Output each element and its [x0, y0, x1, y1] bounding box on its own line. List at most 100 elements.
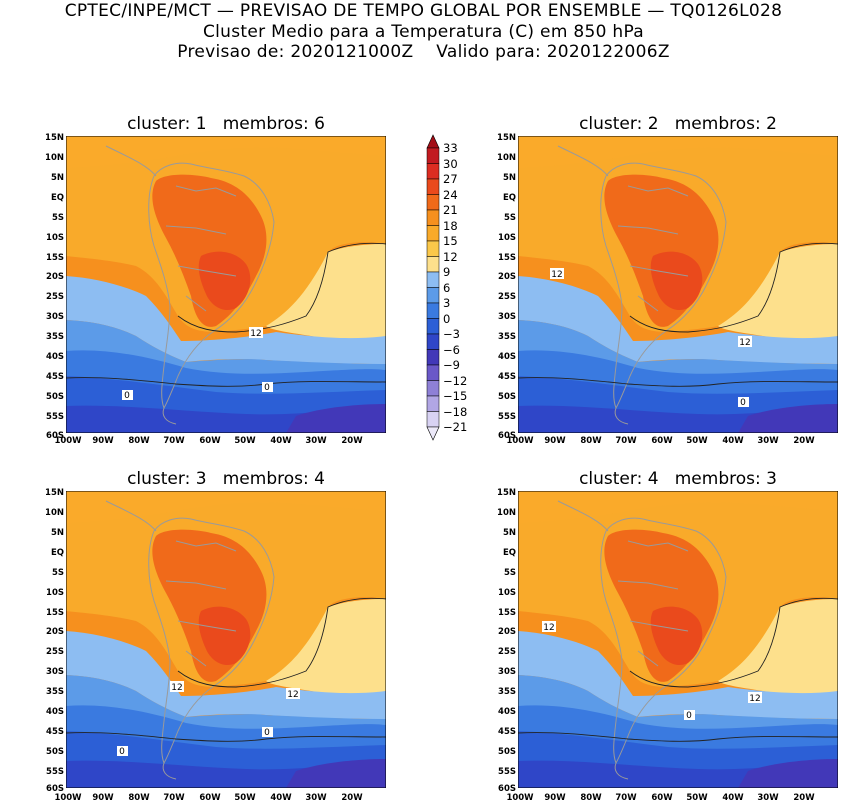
lon-label: 30W — [757, 793, 779, 803]
lat-label: 40S — [498, 707, 516, 717]
lat-label: 20S — [498, 627, 516, 637]
lat-label: 5N — [50, 173, 64, 183]
colorbar-swatch — [426, 209, 440, 226]
lon-label: 90W — [544, 436, 566, 446]
panel-title: cluster: 4 membros: 3 — [579, 469, 777, 489]
lon-label: 20W — [793, 436, 815, 446]
lat-label: 55S — [46, 767, 64, 777]
lon-label: 20W — [341, 793, 363, 803]
contour-label: 12 — [551, 270, 562, 280]
lat-label: 20S — [46, 627, 64, 637]
lon-label: 80W — [580, 793, 602, 803]
lat-label: 45S — [46, 727, 64, 737]
panel-cluster-4: cluster: 4 membros: 3 12 12 0 15N 10N 5N… — [494, 469, 847, 803]
lat-label: 35S — [498, 332, 516, 342]
lon-label: 80W — [580, 436, 602, 446]
colorbar-label: 33 — [443, 141, 458, 155]
lon-label: 70W — [163, 436, 185, 446]
contour-label: 0 — [124, 391, 130, 401]
temperature-map: 12 12 0 — [518, 136, 838, 433]
panel-cluster-1: cluster: 1 membros: 6 12 0 0 15N 10N 5N … — [44, 114, 404, 446]
lat-label: 40S — [46, 707, 64, 717]
colorbar-swatch — [426, 225, 440, 242]
lon-label: 100W — [54, 793, 82, 803]
colorbar-label: 15 — [443, 234, 458, 248]
lat-label: 45S — [46, 372, 64, 382]
colorbar-label: 18 — [443, 219, 458, 233]
lat-label: 10N — [45, 508, 64, 518]
colorbar-swatch — [426, 271, 440, 288]
lat-label: 15N — [45, 133, 64, 143]
lat-label: 30S — [46, 667, 64, 677]
colorbar-swatch — [426, 411, 440, 428]
lat-label: 20S — [46, 272, 64, 282]
colorbar-max-arrow — [426, 134, 440, 149]
header-line-2: Cluster Medio para a Temperatura (C) em … — [202, 22, 645, 42]
lon-label: 70W — [163, 793, 185, 803]
lat-label: 20S — [498, 272, 516, 282]
panel-title: cluster: 1 membros: 6 — [127, 114, 325, 134]
colorbar-label: −3 — [443, 327, 460, 341]
lat-label: 35S — [46, 332, 64, 342]
lon-label: 100W — [506, 793, 534, 803]
colorbar-label: 6 — [443, 281, 451, 295]
lon-label: 60W — [199, 793, 221, 803]
lon-label: 40W — [722, 793, 744, 803]
lat-label: 35S — [46, 687, 64, 697]
colorbar-min-arrow — [426, 426, 440, 441]
lat-label: 45S — [498, 727, 516, 737]
colorbar: 33 30 27 24 21 18 15 12 9 6 3 0 −3 −6 −9… — [425, 134, 475, 444]
lat-label: 5S — [503, 213, 516, 223]
contour-label: 0 — [740, 398, 746, 408]
lon-label: 30W — [305, 793, 327, 803]
colorbar-label: 3 — [443, 296, 451, 310]
lon-label: 40W — [270, 793, 292, 803]
colorbar-swatch — [426, 364, 440, 381]
lat-label: 50S — [46, 747, 64, 757]
colorbar-label: 0 — [443, 312, 451, 326]
colorbar-label: 27 — [443, 172, 458, 186]
lat-label: 55S — [46, 412, 64, 422]
lat-label: 30S — [498, 312, 516, 322]
lat-label: 15N — [497, 133, 516, 143]
lon-label: 60W — [651, 436, 673, 446]
lat-label: 5S — [51, 213, 64, 223]
lat-label: 50S — [46, 392, 64, 402]
lon-label: 80W — [128, 793, 150, 803]
lat-label: 10N — [497, 508, 516, 518]
colorbar-swatch — [426, 287, 440, 304]
colorbar-swatch — [426, 178, 440, 195]
colorbar-swatch — [426, 395, 440, 412]
panel-cluster-3: cluster: 3 membros: 4 12 12 0 0 15N 10N … — [44, 469, 404, 803]
colorbar-label: −6 — [443, 343, 460, 357]
colorbar-label: 21 — [443, 203, 458, 217]
lon-label: 70W — [615, 436, 637, 446]
contour-label: 12 — [739, 338, 750, 348]
lat-label: 10N — [497, 153, 516, 163]
colorbar-swatch — [426, 240, 440, 257]
lat-label: 25S — [498, 292, 516, 302]
lat-label: 15S — [498, 608, 516, 618]
lon-label: 20W — [341, 436, 363, 446]
lat-label: 55S — [498, 412, 516, 422]
lon-label: 90W — [92, 436, 114, 446]
colorbar-label: −15 — [443, 389, 468, 403]
lat-label: 10S — [498, 588, 516, 598]
panel-cluster-2: cluster: 2 membros: 2 12 12 0 15N 10N 5N… — [494, 114, 847, 446]
lat-label: 60S — [498, 431, 516, 441]
lon-label: 60W — [651, 793, 673, 803]
contour-label: 0 — [264, 728, 270, 738]
lat-label: 10S — [498, 233, 516, 243]
contour-label: 0 — [686, 711, 692, 721]
colorbar-swatches — [426, 134, 440, 441]
lat-label: 5S — [51, 568, 64, 578]
lat-label: 10S — [46, 233, 64, 243]
lat-label: 50S — [498, 392, 516, 402]
colorbar-label: −21 — [443, 420, 468, 434]
lat-label: 15S — [46, 253, 64, 263]
lat-label: 40S — [46, 352, 64, 362]
lon-label: 20W — [793, 793, 815, 803]
contour-label: 12 — [543, 623, 554, 633]
contour-label: 12 — [250, 329, 261, 339]
lat-label: 25S — [498, 647, 516, 657]
